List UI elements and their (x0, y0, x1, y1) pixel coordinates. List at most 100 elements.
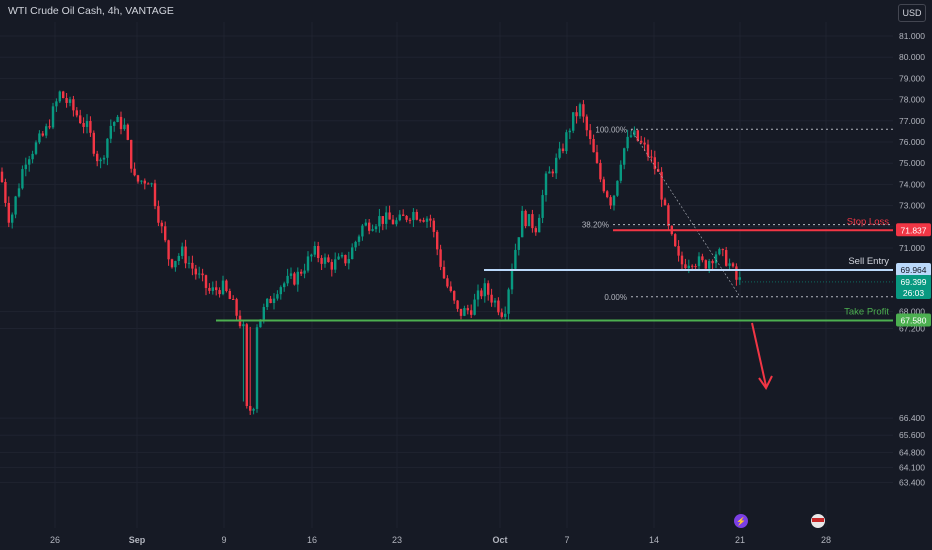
candle-body (660, 171, 663, 200)
projection-arrow-head (758, 375, 773, 390)
y-tick-label: 78.000 (899, 95, 925, 105)
candle-body (524, 210, 527, 227)
candle-body (612, 195, 616, 206)
x-tick-label: Sep (129, 535, 146, 545)
candle-body (432, 220, 435, 232)
candle-body (565, 132, 568, 152)
candle-body (640, 140, 643, 143)
candle-body (663, 199, 667, 206)
y-tick-label: 81.000 (899, 31, 925, 41)
candle-body (181, 246, 184, 256)
candle-body (24, 164, 27, 170)
candle-body (364, 222, 367, 226)
candle-body (507, 289, 510, 314)
candle-body (323, 257, 327, 264)
candle-body (500, 312, 503, 317)
candle-body (215, 287, 218, 291)
candle-body (731, 263, 735, 267)
y-tick-label: 63.400 (899, 477, 925, 487)
candle-body (252, 408, 255, 411)
candle-body (636, 130, 639, 141)
candle-body (89, 121, 92, 133)
candle-body (629, 135, 633, 137)
candle-body (470, 310, 473, 315)
take-profit-price-tag-bg (896, 313, 931, 327)
candle-body (544, 173, 548, 196)
candle-body (527, 214, 531, 227)
candle-body (327, 257, 330, 263)
candle-body (592, 139, 595, 153)
candle-body (75, 110, 78, 116)
lightning-icon-glyph: ⚡ (736, 516, 746, 526)
candle-body (279, 287, 282, 295)
candle-body (395, 220, 398, 225)
y-tick-label: 66.400 (899, 413, 925, 423)
candle-body (266, 298, 269, 308)
candle-body (65, 98, 68, 103)
candle-body (184, 246, 187, 264)
candle-body (96, 153, 99, 162)
candle-body (150, 183, 153, 185)
candle-body (493, 300, 497, 303)
candle-body (575, 112, 578, 117)
take-profit-price-tag: 67.580 (901, 316, 927, 326)
candle-body (378, 216, 381, 227)
candle-body (490, 294, 493, 303)
candle-body (242, 324, 245, 327)
candle-body (351, 247, 354, 260)
candle-body (157, 206, 160, 223)
candle-body (558, 148, 561, 158)
y-tick-label: 65.600 (899, 430, 925, 440)
sell-entry-price-tag-bg (896, 262, 931, 276)
candle-body (487, 283, 490, 295)
candle-body (177, 255, 180, 261)
candle-body (119, 116, 123, 130)
candle-body (109, 125, 112, 139)
candle-body (633, 130, 636, 136)
candle-body (439, 249, 442, 267)
candle-body (405, 215, 408, 220)
x-tick-label: 21 (735, 535, 745, 545)
candle-body (555, 157, 558, 174)
candle-body (123, 124, 126, 130)
candle-body (317, 246, 320, 259)
sell-entry-label: Sell Entry (848, 256, 889, 267)
candle-body (738, 277, 741, 280)
candle-body (371, 229, 374, 231)
y-tick-label: 80.000 (899, 52, 925, 62)
candle-body (534, 228, 537, 233)
candle-body (538, 217, 541, 233)
candle-body (626, 136, 629, 149)
candle-body (4, 181, 7, 203)
candle-body (340, 254, 344, 257)
candle-body (147, 183, 150, 185)
candle-body (245, 324, 248, 407)
candle-body (55, 101, 58, 107)
candle-body (446, 278, 449, 287)
candle-body (667, 205, 670, 226)
candle-body (303, 270, 306, 274)
candle-body (646, 144, 650, 157)
candle-body (419, 219, 422, 221)
candle-body (14, 196, 17, 215)
candle-body (31, 153, 34, 160)
candle-body (459, 308, 463, 316)
last-price-tag: 69.399 (901, 277, 927, 287)
candle-body (320, 258, 323, 264)
candle-body (194, 268, 197, 275)
candle-body (725, 250, 728, 266)
fib-trend-line (630, 129, 741, 297)
candle-body (164, 226, 167, 241)
candle-body (391, 219, 395, 225)
candle-body (354, 241, 357, 248)
candle-body (276, 294, 279, 299)
candle-body (510, 268, 514, 290)
candle-body (480, 290, 483, 297)
take-profit-label: Take Profit (844, 307, 889, 318)
candle-body (170, 259, 174, 268)
candle-body (704, 260, 707, 269)
candle-body (521, 210, 524, 238)
currency-button[interactable]: USD (898, 4, 926, 22)
candle-body (58, 91, 61, 102)
